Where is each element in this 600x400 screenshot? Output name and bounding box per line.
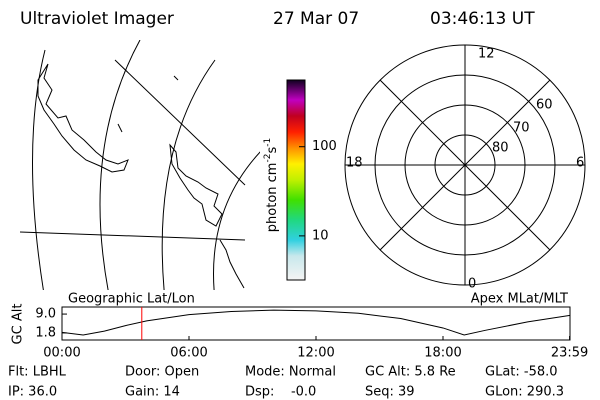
x-tick-label: 12:00 — [297, 346, 334, 361]
mlt-label: 18 — [346, 156, 363, 171]
y-axis-label: GC Alt — [11, 304, 26, 345]
y-tick-label: 1.8 — [35, 325, 56, 340]
map-grid — [161, 59, 216, 290]
strip-frame — [61, 306, 571, 341]
polar-plot: 12 18 6 0 60 70 80 — [344, 44, 586, 292]
mlt-label: 6 — [576, 156, 584, 171]
map — [20, 40, 260, 290]
right-label: Apex MLat/MLT — [471, 292, 568, 307]
left-label: Geographic Lat/Lon — [68, 292, 195, 307]
mlt-label: 0 — [468, 277, 476, 292]
status-field: Gain: 14 — [125, 385, 180, 400]
time: 03:46:13 UT — [430, 9, 535, 29]
status-field: Door: Open — [125, 365, 199, 380]
label-part: -1 — [263, 138, 273, 147]
label-part: s — [265, 147, 280, 154]
status-field: Dsp: -0.0 — [245, 385, 316, 400]
date: 27 Mar 07 — [273, 9, 359, 29]
coastline — [169, 143, 223, 227]
x-tick-label: 00:00 — [43, 346, 80, 361]
label-part: -2 — [263, 154, 273, 163]
colorbar-tick-label: 10 — [312, 228, 329, 243]
spokes — [345, 45, 585, 285]
map-grid — [114, 59, 246, 186]
status-field: GLon: 290.3 — [485, 385, 564, 400]
status-field: GLat: -58.0 — [485, 365, 558, 380]
x-tick-label: 18:00 — [424, 346, 461, 361]
x-tick-label: 06:00 — [170, 346, 207, 361]
lat-label: 80 — [492, 141, 509, 156]
coastline — [37, 63, 129, 173]
label-part: photon cm — [265, 163, 280, 233]
status-field: IP: 36.0 — [8, 385, 57, 400]
status-field: Seq: 39 — [365, 385, 415, 400]
title: Ultraviolet Imager — [20, 9, 174, 29]
map-grid — [20, 231, 246, 241]
status-field: Mode: Normal — [245, 365, 336, 380]
colorbar-tick-label: 100 — [312, 139, 337, 154]
map-grid — [99, 40, 141, 290]
colorbar-label: photon cm-2s-1 — [263, 138, 280, 232]
lat-label: 70 — [513, 121, 530, 136]
altitude-line — [61, 309, 571, 336]
x-tick-label: 23:59 — [551, 346, 588, 361]
coastline — [117, 75, 245, 289]
y-tick-label: 9.0 — [35, 307, 56, 322]
lat-label: 60 — [536, 98, 553, 113]
mlt-label: 12 — [478, 47, 495, 62]
status-field: GC Alt: 5.8 Re — [365, 365, 456, 380]
colorbar — [286, 79, 306, 281]
map-grid — [213, 151, 260, 290]
map-grid — [32, 49, 46, 290]
status-field: Flt: LBHL — [8, 365, 67, 380]
